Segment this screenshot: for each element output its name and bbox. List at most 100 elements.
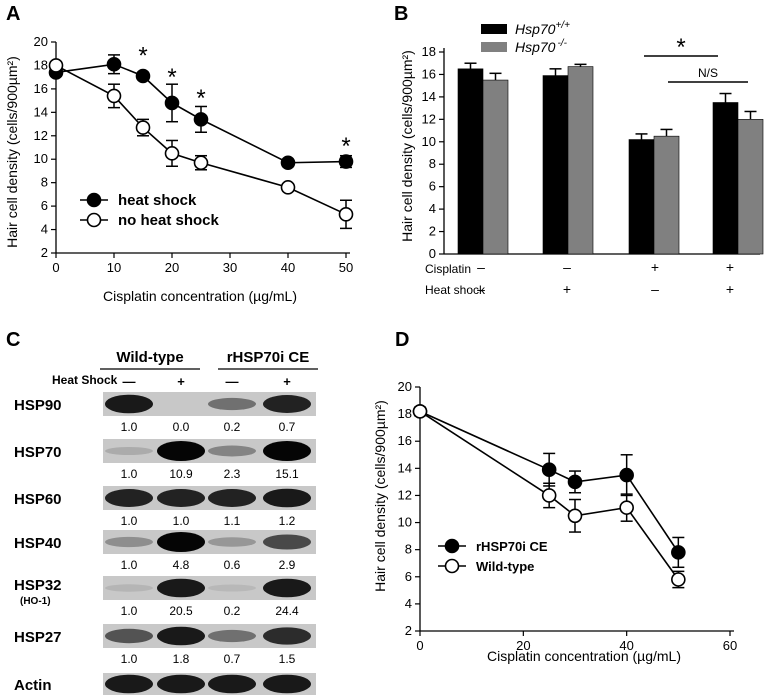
panel-d-legend-marker (444, 538, 460, 554)
panel-a-data-point (338, 154, 354, 169)
panel-a-line-chart: Hair cell density (cells/900µm²) Cisplat… (4, 34, 354, 304)
blot-lane-sign: — (226, 374, 239, 389)
blot-heat-shock-label: Heat Shock (52, 373, 118, 387)
panel-a-x-tick-label: 0 (52, 260, 59, 275)
panel-d-y-tick-label: 16 (398, 433, 412, 448)
panel-a-x-tick-label: 20 (165, 260, 179, 275)
blot-lane-sign: + (177, 374, 185, 389)
blot-quant-value: 0.2 (224, 420, 241, 434)
panel-b-bar (628, 139, 655, 255)
panel-a-significance-star: * (196, 85, 205, 112)
panel-b-y-tick-label: 10 (422, 134, 436, 149)
panel-b-y-tick-label: 6 (429, 179, 436, 194)
panel-b-y-title: Hair cell density (cells/900µm²) (399, 50, 415, 242)
panel-d-y-tick-label: 18 (398, 406, 412, 421)
panel-d-y-tick-label: 20 (398, 379, 412, 394)
blot-quant-value: 15.1 (275, 467, 299, 481)
blot-quant-value: 1.0 (121, 514, 138, 528)
panel-b-condition-cisplatin: Cisplatin (425, 262, 471, 276)
panel-b-y-tick-label: 16 (422, 66, 436, 81)
blot-band (263, 534, 311, 550)
panel-b-bar (567, 66, 594, 255)
blot-band (105, 446, 153, 456)
panel-a-x-tick-label: 10 (107, 260, 121, 275)
blot-quant-value: 1.0 (121, 467, 138, 481)
panel-d-x-tick-label: 0 (416, 638, 423, 653)
panel-b-bar (737, 119, 764, 255)
blot-quant-value: 1.1 (224, 514, 241, 528)
panel-a-x-tick-label: 40 (281, 260, 295, 275)
blot-band (105, 584, 153, 592)
blot-row-label: HSP90 (14, 397, 62, 414)
panel-d-data-point (541, 462, 557, 477)
panel-a-x-tick-label: 50 (339, 260, 353, 275)
panel-a-legend-marker (86, 212, 102, 228)
panel-a-data-point (48, 58, 64, 73)
panel-a-significance-star: * (138, 43, 147, 70)
panel-b-legend-swatch-wt (481, 24, 507, 34)
panel-d-x-tick-label: 60 (723, 638, 737, 653)
panel-b-condition-sign: + (651, 259, 659, 275)
blot-row-label: HSP70 (14, 444, 62, 461)
panel-d-y-tick-label: 2 (405, 623, 412, 638)
blot-row-label: HSP40 (14, 535, 62, 552)
panel-a-data-point (164, 95, 180, 111)
panel-d-line-chart: Hair cell density (cells/900µm²) Cisplat… (372, 379, 737, 664)
panel-d-x-tick-label: 20 (516, 638, 530, 653)
blot-quant-value: 2.9 (279, 558, 296, 572)
panel-d-data-point (619, 467, 634, 483)
panel-d-x-title: Cisplatin concentration (µg/mL) (487, 648, 681, 664)
panel-b-y-tick-label: 2 (429, 224, 436, 239)
blot-band (157, 626, 205, 646)
panel-a-x-title: Cisplatin concentration (µg/mL) (103, 288, 297, 304)
blot-row-label: HSP60 (14, 491, 62, 508)
panel-d-data-point (619, 500, 634, 515)
panel-d-data-point (541, 488, 557, 503)
blot-row-label: Actin (14, 677, 52, 694)
blot-quant-value: 20.5 (169, 604, 193, 618)
panel-a-data-point (280, 155, 296, 171)
panel-a-y-tick-label: 8 (41, 175, 48, 190)
blot-quant-value: 1.0 (121, 652, 138, 666)
panel-d-data-point (671, 545, 686, 560)
panel-d-legend-wild-type: Wild-type (476, 559, 534, 574)
blot-band (208, 629, 256, 643)
panel-a-data-point (106, 56, 122, 72)
panel-b-y-tick-label: 18 (422, 44, 436, 59)
panel-b-condition-sign: + (726, 281, 734, 297)
panel-a-data-point (280, 180, 296, 195)
panel-b-condition-sign: + (563, 281, 571, 297)
blot-band (208, 537, 256, 547)
panel-b-condition-sign: – (651, 281, 659, 297)
panel-d-x-tick-label: 40 (619, 638, 633, 653)
blot-band (157, 489, 205, 507)
panel-b-y-tick-label: 4 (429, 201, 436, 216)
panel-letter-b: B (394, 3, 408, 25)
blot-band (157, 674, 205, 694)
panel-b-y-tick-label: 12 (422, 111, 436, 126)
blot-band (263, 674, 311, 694)
panel-b-bar (457, 68, 484, 255)
blot-quant-value: 1.0 (121, 604, 138, 618)
panel-a-y-tick-label: 18 (34, 57, 48, 72)
blot-quant-value: 4.8 (173, 558, 190, 572)
blot-quant-value: 0.7 (224, 652, 241, 666)
blot-quant-value: 10.9 (169, 467, 193, 481)
panel-d-data-point (567, 474, 583, 490)
panel-a-y-tick-label: 20 (34, 34, 48, 49)
panel-d-y-tick-label: 14 (398, 460, 412, 475)
panel-b-condition-sign: – (477, 281, 485, 297)
blot-quant-value: 24.4 (275, 604, 299, 618)
panel-letter-a: A (6, 3, 20, 25)
blot-quant-value: 0.2 (224, 604, 241, 618)
blot-quant-value: 2.3 (224, 467, 241, 481)
panel-b-condition-heat-shock: Heat shock (425, 283, 486, 297)
panel-d-legend-marker (444, 558, 460, 574)
blot-band (263, 578, 311, 598)
blot-band (208, 445, 256, 457)
panel-a-data-point (135, 120, 151, 135)
blot-band (157, 578, 205, 598)
panel-a-legend-heat-shock: heat shock (118, 192, 197, 209)
blot-band (105, 489, 153, 507)
